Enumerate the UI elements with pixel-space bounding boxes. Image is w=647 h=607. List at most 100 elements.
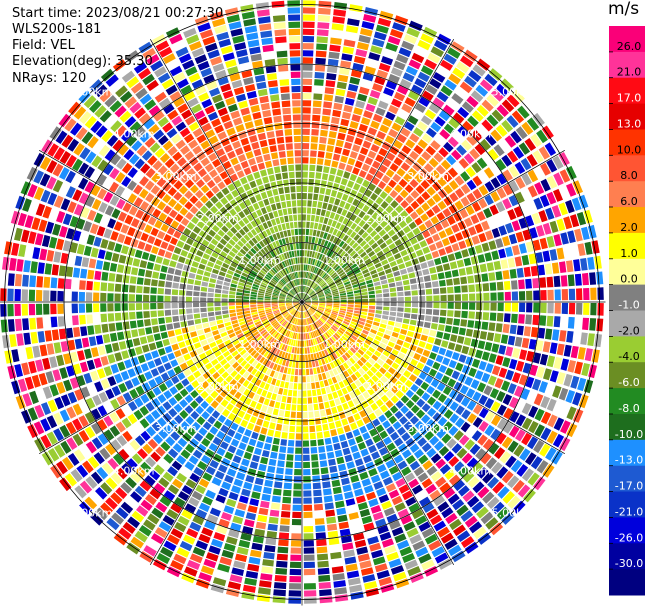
velocity-gate: [243, 208, 250, 216]
velocity-gate: [320, 317, 326, 323]
velocity-gate: [366, 491, 377, 501]
velocity-gate: [340, 118, 350, 127]
velocity-gate: [336, 331, 343, 337]
velocity-gate: [597, 287, 604, 300]
velocity-gate: [438, 248, 447, 256]
velocity-gate: [416, 320, 424, 327]
velocity-gate: [211, 118, 222, 128]
velocity-gate: [59, 409, 70, 422]
velocity-gate: [243, 329, 250, 335]
velocity-gate: [77, 350, 86, 361]
velocity-gate: [288, 251, 293, 258]
velocity-gate: [384, 410, 393, 419]
velocity-gate: [352, 332, 360, 338]
velocity-gate: [333, 9, 347, 17]
velocity-gate: [97, 159, 108, 172]
range-ring-label: 2.00km: [365, 212, 407, 225]
velocity-gate: [242, 371, 250, 379]
velocity-gate: [193, 302, 200, 308]
velocity-gate: [440, 159, 451, 170]
velocity-gate: [288, 266, 292, 273]
velocity-gate: [153, 434, 164, 445]
velocity-gate: [385, 483, 397, 493]
velocity-gate: [316, 388, 322, 396]
velocity-gate: [358, 170, 367, 178]
velocity-gate: [525, 241, 534, 253]
velocity-gate: [240, 339, 248, 345]
velocity-gate: [51, 264, 59, 276]
velocity-gate: [448, 425, 459, 436]
velocity-gate: [315, 245, 320, 252]
velocity-gate: [31, 374, 41, 388]
velocity-gate: [362, 298, 369, 302]
velocity-gate: [200, 390, 209, 399]
velocity-gate: [292, 397, 297, 404]
velocity-gate: [254, 265, 261, 271]
velocity-gate: [80, 206, 90, 219]
velocity-gate: [269, 509, 280, 517]
velocity-gate: [370, 230, 378, 238]
velocity-gate: [271, 258, 277, 265]
velocity-gate: [301, 293, 302, 299]
velocity-gate: [292, 310, 297, 316]
velocity-gate: [275, 567, 288, 575]
velocity-gate: [302, 164, 309, 171]
velocity-gate: [437, 177, 447, 187]
velocity-gate: [279, 305, 286, 308]
velocity-gate: [90, 512, 104, 526]
velocity-gate: [385, 80, 398, 90]
velocity-gate: [154, 375, 164, 385]
velocity-gate: [310, 222, 314, 229]
velocity-gate: [268, 174, 276, 182]
velocity-gate: [316, 337, 321, 344]
velocity-gate: [201, 380, 210, 389]
velocity-gate: [278, 343, 284, 350]
velocity-gate: [309, 280, 313, 287]
velocity-gate: [451, 352, 460, 361]
velocity-gate: [376, 346, 384, 353]
velocity-gate: [318, 359, 323, 366]
velocity-gate: [311, 282, 316, 288]
velocity-gate: [294, 143, 301, 150]
velocity-gate: [443, 196, 453, 206]
velocity-gate: [546, 191, 557, 205]
velocity-gate: [414, 420, 425, 430]
velocity-gate: [427, 396, 437, 406]
velocity-gate: [313, 367, 317, 375]
velocity-gate: [271, 306, 279, 309]
velocity-gate: [315, 525, 326, 532]
velocity-gate: [285, 303, 292, 305]
velocity-gate: [319, 318, 325, 324]
velocity-gate: [259, 139, 268, 148]
velocity-gate: [383, 302, 390, 306]
velocity-gate: [360, 311, 368, 316]
velocity-gate: [326, 181, 334, 189]
velocity-gate: [482, 312, 490, 321]
velocity-gate: [80, 268, 88, 279]
velocity-gate: [105, 388, 115, 400]
velocity-gate: [341, 111, 352, 120]
velocity-gate: [305, 311, 309, 318]
velocity-gate: [259, 240, 265, 248]
velocity-gate: [107, 293, 114, 302]
velocity-gate: [544, 142, 557, 156]
velocity-gate: [139, 480, 152, 492]
velocity-gate: [279, 231, 285, 238]
velocity-gate: [76, 218, 86, 230]
velocity-gate: [507, 257, 516, 268]
velocity-gate: [244, 429, 252, 437]
velocity-gate: [317, 22, 330, 29]
velocity-gate: [444, 538, 458, 550]
velocity-gate: [340, 299, 347, 302]
velocity-gate: [310, 258, 314, 265]
velocity-gate: [158, 477, 170, 488]
velocity-gate: [295, 304, 300, 309]
velocity-gate: [220, 251, 228, 258]
velocity-gate: [262, 559, 274, 567]
velocity-gate: [346, 90, 357, 99]
velocity-gate: [37, 262, 45, 274]
velocity-gate: [441, 375, 450, 385]
velocity-gate: [383, 334, 391, 340]
velocity-gate: [335, 238, 342, 246]
velocity-gate: [389, 336, 397, 343]
